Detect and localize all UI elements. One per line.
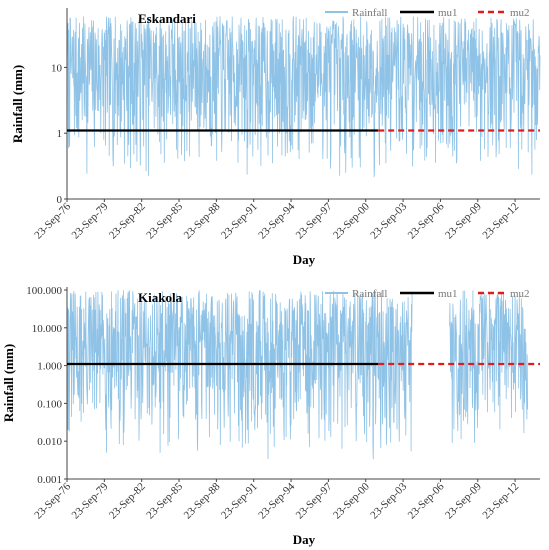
x-tick-label: 23-Sep-00 bbox=[331, 200, 372, 241]
x-axis-label: Day bbox=[293, 252, 316, 267]
x-tick-label: 23-Sep-88 bbox=[182, 200, 223, 241]
x-tick-labels: 23-Sep-7623-Sep-7923-Sep-8223-Sep-8523-S… bbox=[32, 479, 521, 522]
y-tick-label: 0.100 bbox=[37, 398, 62, 410]
chart-title: Eskandari bbox=[138, 11, 196, 26]
x-tick-label: 23-Sep-03 bbox=[368, 480, 409, 521]
legend-label-mu1: mu1 bbox=[438, 288, 458, 300]
x-tick-label: 23-Sep-97 bbox=[294, 200, 335, 241]
y-tick-labels: 0.001 0.010 0.100 1.000 10.000 100.000 bbox=[26, 285, 67, 486]
x-tick-label: 23-Sep-00 bbox=[331, 480, 372, 521]
chart-title: Kiakola bbox=[138, 290, 183, 305]
x-tick-label: 23-Sep-85 bbox=[144, 480, 185, 521]
x-tick-label: 23-Sep-97 bbox=[294, 480, 335, 521]
x-tick-label: 23-Sep-88 bbox=[182, 480, 223, 521]
y-tick-label: 1.000 bbox=[37, 361, 62, 373]
y-axis-label: Rainfall (mm) bbox=[10, 65, 25, 143]
legend-label-mu2: mu2 bbox=[510, 288, 530, 300]
y-tick-label: 1 bbox=[57, 128, 63, 140]
x-tick-label: 23-Sep-79 bbox=[70, 200, 111, 241]
x-tick-labels: 23-Sep-7623-Sep-7923-Sep-8223-Sep-8523-S… bbox=[32, 199, 521, 242]
x-tick-label: 23-Sep-94 bbox=[256, 480, 297, 521]
x-tick-label: 23-Sep-76 bbox=[32, 480, 73, 521]
legend: Rainfall mu1 mu2 bbox=[325, 288, 530, 300]
x-tick-label: 23-Sep-12 bbox=[480, 481, 521, 522]
legend: Rainfall mu1 mu2 bbox=[325, 7, 530, 19]
y-tick-label: 10.000 bbox=[32, 323, 63, 335]
x-tick-label: 23-Sep-06 bbox=[406, 480, 447, 521]
rainfall-trace bbox=[66, 16, 541, 178]
rainfall-series-line bbox=[66, 290, 528, 460]
x-tick-label: 23-Sep-09 bbox=[443, 480, 484, 521]
x-axis-label: Day bbox=[293, 532, 316, 547]
y-axis-label: Rainfall (mm) bbox=[1, 344, 16, 422]
x-tick-label: 23-Sep-76 bbox=[32, 200, 73, 241]
rainfall-trace bbox=[66, 290, 528, 460]
x-tick-label: 23-Sep-94 bbox=[256, 200, 297, 241]
y-tick-label: 10 bbox=[51, 62, 63, 74]
x-tick-label: 23-Sep-03 bbox=[368, 200, 409, 241]
x-tick-label: 23-Sep-79 bbox=[70, 480, 111, 521]
x-tick-label: 23-Sep-09 bbox=[443, 200, 484, 241]
legend-label-mu1: mu1 bbox=[438, 7, 458, 19]
x-tick-label: 23-Sep-82 bbox=[107, 201, 148, 242]
y-tick-label: 0 bbox=[57, 194, 63, 206]
x-tick-label: 23-Sep-82 bbox=[107, 481, 148, 522]
legend-label-rainfall: Rainfall bbox=[352, 7, 387, 19]
x-tick-label: 23-Sep-91 bbox=[219, 201, 260, 242]
x-tick-label: 23-Sep-06 bbox=[406, 200, 447, 241]
kiakola-chart: 0.001 0.010 0.100 1.000 10.000 100.000 23-Sep… bbox=[1, 285, 540, 547]
legend-label-rainfall: Rainfall bbox=[352, 288, 387, 300]
x-tick-label: 23-Sep-12 bbox=[480, 201, 521, 242]
legend-label-mu2: mu2 bbox=[510, 7, 530, 19]
y-tick-label: 0.001 bbox=[37, 474, 62, 486]
y-tick-labels: 0 1 10 bbox=[51, 62, 67, 206]
x-tick-label: 23-Sep-91 bbox=[219, 481, 260, 522]
rainfall-series-line bbox=[66, 16, 541, 178]
y-tick-label: 0.010 bbox=[37, 436, 62, 448]
y-tick-label: 100.000 bbox=[26, 285, 62, 297]
x-tick-label: 23-Sep-85 bbox=[144, 200, 185, 241]
